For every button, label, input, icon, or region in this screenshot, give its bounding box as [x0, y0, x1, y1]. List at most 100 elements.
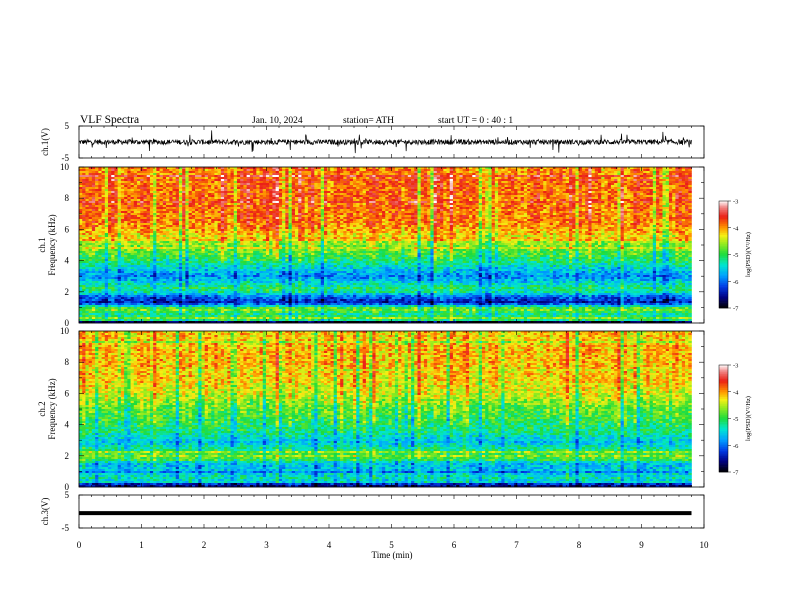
spectrogram-cell — [201, 167, 206, 170]
spectrogram-cell — [475, 183, 480, 186]
spectrogram-cell — [601, 189, 605, 192]
spectrogram-cell — [330, 197, 334, 200]
spectrogram-cell — [649, 203, 654, 206]
spectrogram-cell — [175, 169, 180, 172]
spectrogram-cell — [588, 215, 592, 218]
spectrogram-cell — [507, 181, 512, 184]
spectrogram-cell — [678, 181, 683, 184]
spectrogram-cell — [201, 199, 206, 202]
spectrogram-cell — [562, 211, 567, 214]
spectrogram-cell — [394, 173, 399, 176]
spectrogram-cell — [120, 171, 125, 174]
spectrogram-cell — [510, 197, 515, 200]
spectrogram-cell — [294, 169, 299, 172]
spectrogram-cell — [207, 215, 212, 218]
spectrogram-cell — [314, 187, 318, 190]
spectrogram-cell — [414, 199, 418, 202]
spectrogram-cell — [220, 195, 225, 198]
spectrogram-cell — [685, 185, 689, 188]
spectrogram-cell — [591, 195, 596, 198]
spectrogram-cell — [585, 199, 589, 202]
spectrogram-cell — [317, 183, 322, 186]
spectrogram-cell — [668, 175, 673, 178]
spectrogram-cell — [591, 205, 596, 208]
spectrogram-cell — [253, 191, 257, 194]
spectrogram-cell — [668, 195, 673, 198]
spectrogram-cell — [578, 187, 583, 190]
spectrogram-cell — [394, 177, 399, 180]
spectrogram-cell — [649, 171, 654, 174]
spectrogram-cell — [446, 181, 451, 184]
spectrogram-cell — [436, 213, 441, 216]
spectrogram-cell — [269, 187, 273, 190]
spectrogram-cell — [559, 191, 563, 194]
spectrogram-cell — [182, 193, 186, 196]
spectrogram-cell — [285, 181, 289, 184]
spectrogram-cell — [285, 191, 289, 194]
spectrogram-cell — [556, 193, 560, 196]
spectrogram-cell — [95, 187, 99, 190]
spectrogram-cell — [340, 167, 344, 170]
spectrogram-cell — [182, 213, 186, 216]
spectrogram-cell — [343, 195, 347, 198]
spectrogram-cell — [427, 205, 431, 208]
spectrogram-cell — [636, 203, 641, 206]
spectrogram-cell — [275, 167, 280, 170]
spectrogram-cell — [324, 179, 328, 182]
spectrogram-cell — [385, 175, 389, 178]
spectrogram-cell — [485, 169, 489, 172]
spectrogram-cell — [146, 209, 151, 212]
spectrogram-cell — [249, 167, 254, 170]
spectrogram-cell — [324, 201, 328, 204]
spectrogram-cell — [688, 181, 692, 184]
spectrogram-cell — [398, 173, 402, 176]
spectrogram-cell — [452, 213, 457, 216]
spectrogram-cell — [330, 193, 334, 196]
spectrogram-cell — [269, 197, 273, 200]
spectrogram-cell — [220, 181, 225, 184]
spectrogram-cell — [501, 179, 505, 182]
spectrogram-cell — [401, 207, 405, 210]
spectrogram-cell — [256, 197, 260, 200]
spectrogram-cell — [443, 169, 447, 172]
spectrogram-cell — [307, 217, 312, 220]
spectrogram-cell — [581, 191, 586, 194]
spectrogram-cell — [433, 213, 438, 216]
spectrogram-cell — [220, 197, 225, 200]
spectrogram-cell — [211, 191, 215, 194]
spectrogram-cell — [417, 195, 422, 198]
spectrogram-cell — [201, 205, 206, 208]
spectrogram-cell — [314, 177, 318, 180]
spectrogram-cell — [623, 209, 628, 212]
spectrogram-cell — [120, 187, 125, 190]
spectrogram-cell — [256, 213, 260, 216]
spectrogram-cell — [204, 175, 209, 178]
spectrogram-cell — [623, 189, 628, 192]
spectrogram-cell — [265, 205, 270, 208]
spectrogram-cell — [240, 167, 244, 170]
spectrogram-cell — [446, 215, 451, 218]
spectrogram-cell — [527, 185, 531, 188]
spectrogram-cell — [104, 197, 109, 200]
spectrogram-cell — [394, 197, 399, 200]
spectrogram-cell — [256, 203, 260, 206]
spectrogram-cell — [543, 209, 547, 212]
spectrogram-cell — [527, 209, 531, 212]
spectrogram-cell — [95, 207, 99, 210]
spectrogram-cell — [269, 191, 273, 194]
spectrogram-cell — [514, 179, 518, 182]
spectrogram-cell — [114, 175, 118, 178]
spectrogram-cell — [643, 205, 647, 208]
spectrogram-cell — [581, 209, 586, 212]
spectrogram-cell — [240, 175, 244, 178]
spectrogram-cell — [607, 203, 612, 206]
spectrogram-cell — [130, 183, 135, 186]
spectrogram-cell — [224, 179, 228, 182]
spectrogram-cell — [504, 195, 509, 198]
spectrogram-cell — [169, 217, 173, 220]
spectrogram-cell — [207, 181, 212, 184]
spectrogram-cell — [127, 217, 131, 220]
spectrogram-cell — [498, 187, 502, 190]
spectrogram-cell — [365, 175, 370, 178]
spectrogram-cell — [336, 213, 341, 216]
